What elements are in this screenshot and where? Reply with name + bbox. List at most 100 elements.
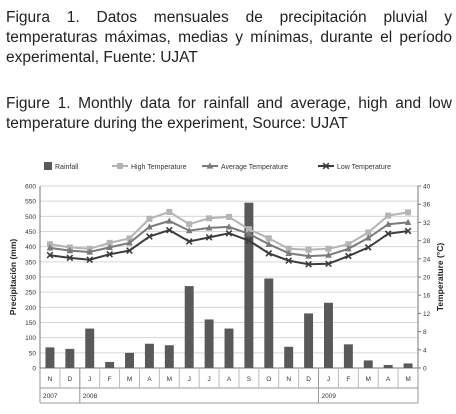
low-temp-marker xyxy=(245,237,253,244)
y2-tick-label: 32 xyxy=(423,220,431,227)
rainfall-bar xyxy=(85,328,95,368)
low-temp-marker xyxy=(66,254,74,262)
avg-temp-marker xyxy=(106,243,113,251)
y-tick-label: 400 xyxy=(25,244,36,251)
avg-temp-marker xyxy=(285,249,292,256)
x-tick-label: A xyxy=(386,376,391,383)
rainfall-bar xyxy=(65,348,75,368)
avg-temp-marker xyxy=(305,252,312,259)
legend-label: Low Temperature xyxy=(337,164,391,171)
y-tick-label: 200 xyxy=(25,305,36,312)
high-temp-marker xyxy=(206,215,213,222)
rainfall-bar xyxy=(363,360,373,368)
x-tick-label: M xyxy=(167,376,172,383)
high-temp-marker xyxy=(285,245,292,252)
avg-temp-marker xyxy=(205,224,213,231)
avg-temp-marker xyxy=(384,220,392,227)
y2-tick-label: 12 xyxy=(423,311,431,318)
avg-temp-marker xyxy=(185,226,193,234)
legend-label: High Temperature xyxy=(131,164,187,171)
y-tick-label: 150 xyxy=(25,320,36,327)
rainfall-bar xyxy=(244,202,254,368)
y2-axis-title: Temperature (°C) xyxy=(435,243,445,312)
low-temp-marker xyxy=(305,260,312,268)
high-temp-marker xyxy=(265,235,272,242)
rainfall-bar xyxy=(184,286,194,368)
series-line xyxy=(49,229,409,266)
rainfall-bar xyxy=(383,364,393,368)
legend-swatch xyxy=(44,162,52,170)
low-temp-marker xyxy=(225,229,233,237)
avg-temp-marker xyxy=(166,217,173,224)
y-tick-label: 0 xyxy=(32,366,36,373)
high-temp-marker xyxy=(166,208,173,215)
x-tick-label: F xyxy=(108,376,112,383)
x-tick-label: J xyxy=(327,376,330,383)
high-temp-marker xyxy=(305,246,312,253)
high-temp-marker xyxy=(146,215,153,222)
legend-marker xyxy=(117,163,123,169)
year-label: 2009 xyxy=(322,393,337,400)
low-temp-marker xyxy=(404,227,412,235)
rainfall-bar xyxy=(343,344,353,368)
x-tick-label: N xyxy=(286,376,291,383)
high-temp-marker xyxy=(365,229,372,236)
y-tick-label: 300 xyxy=(25,275,36,282)
rainfall-bar xyxy=(264,278,274,368)
low-temp-marker xyxy=(345,252,352,260)
x-tick-label: M xyxy=(127,376,132,383)
x-tick-label: A xyxy=(147,376,152,383)
rainfall-bar xyxy=(164,345,174,368)
legend-marker xyxy=(322,162,330,170)
rainfall-bar xyxy=(284,346,294,368)
x-tick-label: M xyxy=(366,376,371,383)
avg-temp-marker xyxy=(265,240,273,247)
x-tick-label: A xyxy=(227,376,232,383)
y2-tick-label: 8 xyxy=(423,329,427,336)
legend-label: Average Temperature xyxy=(221,164,288,171)
rainfall-bar xyxy=(403,363,413,368)
y-tick-label: 350 xyxy=(25,259,36,266)
x-tick-label: J xyxy=(88,376,91,383)
year-label: 2008 xyxy=(83,393,98,400)
high-temp-marker xyxy=(245,226,252,233)
high-temp-marker xyxy=(126,235,133,242)
avg-temp-marker xyxy=(404,218,412,225)
low-temp-marker xyxy=(185,238,193,245)
low-temp-marker xyxy=(325,260,332,268)
low-temp-marker xyxy=(205,234,213,241)
avg-temp-marker xyxy=(66,247,74,254)
y-tick-label: 500 xyxy=(25,214,36,221)
y2-tick-label: 4 xyxy=(423,347,427,354)
avg-temp-marker xyxy=(46,244,54,251)
high-temp-marker xyxy=(385,212,392,219)
rainfall-bar xyxy=(45,347,55,368)
legend-marker xyxy=(206,162,214,169)
rainfall-bar xyxy=(204,319,214,368)
x-tick-label: N xyxy=(48,376,53,383)
y-tick-label: 450 xyxy=(25,229,36,236)
y-tick-label: 600 xyxy=(25,184,36,191)
low-temp-marker xyxy=(384,230,392,238)
x-tick-label: O xyxy=(266,376,271,383)
low-temp-marker xyxy=(126,247,133,254)
year-label: 2007 xyxy=(43,393,58,400)
y2-tick-label: 0 xyxy=(423,366,427,373)
rainfall-bar xyxy=(304,313,314,368)
avg-temp-marker xyxy=(325,251,332,258)
avg-temp-marker xyxy=(364,234,372,241)
y2-tick-label: 16 xyxy=(423,293,431,300)
caption-spanish: Figura 1. Datos mensuales de precipitaci… xyxy=(6,9,452,66)
high-temp-marker xyxy=(345,241,352,248)
y-tick-label: 250 xyxy=(25,290,36,297)
y-tick-label: 550 xyxy=(25,199,36,206)
low-temp-marker xyxy=(46,251,54,259)
legend-label: Rainfall xyxy=(55,164,79,171)
high-temp-marker xyxy=(405,209,412,216)
y2-tick-label: 20 xyxy=(423,275,431,282)
low-temp-marker xyxy=(106,250,113,258)
avg-temp-marker xyxy=(126,239,133,246)
x-tick-label: J xyxy=(188,376,191,383)
avg-temp-marker xyxy=(146,223,153,230)
y-tick-label: 100 xyxy=(25,335,36,342)
